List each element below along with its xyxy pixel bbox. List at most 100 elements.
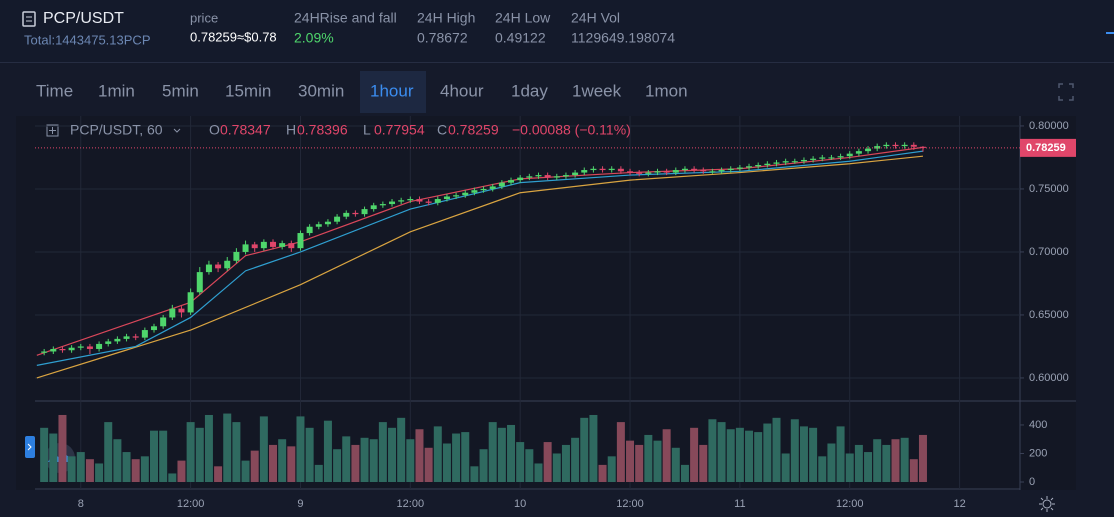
candle-body <box>233 251 240 261</box>
candle-body <box>828 157 835 159</box>
x-tick-label: 8 <box>78 498 84 510</box>
volume-bar <box>781 453 790 483</box>
volume-bar <box>745 430 754 483</box>
current-price-tag <box>1020 138 1076 157</box>
volume-bar <box>131 459 140 483</box>
volume-bar <box>424 447 433 483</box>
volume-bar <box>104 422 113 483</box>
add-indicator-icon[interactable] <box>46 124 59 137</box>
candle-body <box>370 205 377 210</box>
volume-bar <box>836 426 845 483</box>
volume-bar <box>305 427 314 483</box>
interval-button[interactable]: 1day <box>511 81 548 100</box>
candle-body <box>709 171 716 173</box>
legend-field-value: 0.78259 <box>448 122 499 138</box>
candle-body <box>700 170 707 172</box>
interval-button[interactable]: Time <box>36 81 73 100</box>
candle-body <box>361 209 368 215</box>
volume-bar <box>168 473 177 483</box>
settings-icon[interactable] <box>1039 496 1055 512</box>
candle-body <box>416 199 423 202</box>
volume-tick-label: 0 <box>1029 476 1035 488</box>
volume-bar <box>378 422 387 483</box>
volume-bar <box>351 444 360 483</box>
symbol-dropdown[interactable] <box>173 128 181 133</box>
volume-bar <box>296 416 305 483</box>
interval-button[interactable]: 5min <box>162 81 199 100</box>
volume-bar <box>918 434 927 483</box>
volume-bar <box>708 419 717 483</box>
volume-bar <box>809 427 818 483</box>
volume-bar <box>186 422 195 483</box>
volume-bar <box>598 464 607 483</box>
volume-bar <box>406 439 415 483</box>
candle-body <box>782 161 789 163</box>
volume-bar <box>67 456 76 483</box>
candle-body <box>169 308 176 318</box>
candle-body <box>160 317 167 327</box>
candle-body <box>480 188 487 191</box>
legend-field-value: 0.78347 <box>220 122 271 138</box>
current-price-label: 0.78259 <box>1026 142 1066 154</box>
interval-button[interactable]: 1week <box>572 81 622 100</box>
candle-body <box>224 260 231 269</box>
volume-bar <box>644 434 653 483</box>
candle-body <box>773 162 780 164</box>
stat-label: 24H Vol <box>571 10 620 26</box>
side-toggle[interactable] <box>25 436 35 458</box>
interval-button[interactable]: 1min <box>98 81 135 100</box>
interval-button[interactable]: 4hour <box>440 81 484 100</box>
candle-body <box>407 199 414 201</box>
interval-button[interactable]: 30min <box>298 81 344 100</box>
volume-bar <box>891 439 900 483</box>
volume-bar <box>488 422 497 483</box>
volume-bar <box>278 439 287 483</box>
candle-body <box>764 163 771 165</box>
volume-bar <box>259 416 268 483</box>
volume-bar <box>616 422 625 483</box>
volume-bar <box>85 459 94 483</box>
stat-value: 2.09% <box>294 30 334 46</box>
volume-bar <box>397 417 406 483</box>
volume-bar <box>159 430 168 483</box>
candle-body <box>68 347 75 351</box>
volume-bar <box>214 466 223 483</box>
interval-button[interactable]: 15min <box>225 81 271 100</box>
x-tick-label: 12:00 <box>836 498 864 510</box>
volume-bar <box>873 439 882 483</box>
candle-body <box>132 336 139 338</box>
interval-button[interactable]: 1hour <box>370 81 414 100</box>
volume-bar <box>497 427 506 483</box>
candle-body <box>443 196 450 200</box>
interval-button[interactable]: 1mon <box>645 81 688 100</box>
volume-bar <box>232 422 241 483</box>
volume-bar <box>845 453 854 483</box>
fullscreen-icon[interactable] <box>1058 83 1074 101</box>
y-tick-label: 0.70000 <box>1029 246 1069 258</box>
x-tick-label: 12:00 <box>616 498 644 510</box>
candle-body <box>910 144 917 147</box>
stat-label: 24H High <box>417 10 475 26</box>
volume-bar <box>241 460 250 483</box>
candle-body <box>489 186 496 189</box>
y-tick-label: 0.75000 <box>1029 183 1069 195</box>
candle-body <box>572 172 579 176</box>
candle-body <box>41 351 48 353</box>
candle-body <box>718 170 725 172</box>
candle-body <box>627 171 634 173</box>
candle-body <box>526 176 533 178</box>
volume-bar <box>195 427 204 483</box>
volume-bar <box>113 439 122 483</box>
chart-pane <box>16 116 1076 490</box>
volume-bar <box>699 444 708 483</box>
volume-bar <box>323 420 332 483</box>
candle-body <box>151 326 158 331</box>
volume-bar <box>561 444 570 483</box>
volume-bar <box>95 463 104 483</box>
candle-body <box>462 192 469 196</box>
volume-bar <box>635 444 644 483</box>
candle-body <box>288 243 295 249</box>
legend-field-label: L <box>363 122 371 138</box>
candle-body <box>86 346 93 349</box>
volume-bar <box>726 429 735 483</box>
